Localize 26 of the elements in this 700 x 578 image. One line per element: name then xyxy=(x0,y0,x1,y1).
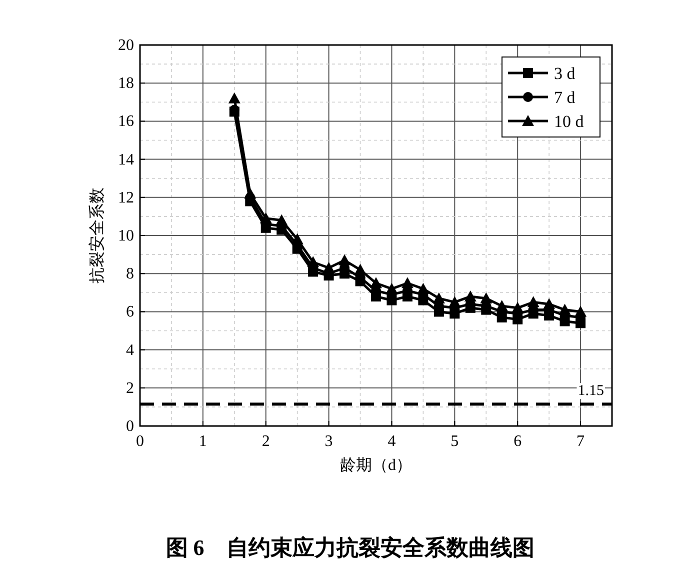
y-tick-label: 18 xyxy=(118,75,134,92)
x-axis-title: 龄期（d） xyxy=(340,456,412,474)
y-tick-label: 0 xyxy=(126,418,134,435)
ref-line-label: 1.15 xyxy=(578,383,604,400)
y-tick-label: 16 xyxy=(118,113,134,130)
legend-label: 3 d xyxy=(554,64,576,83)
y-tick-label: 8 xyxy=(126,266,134,283)
y-tick-label: 4 xyxy=(126,342,134,359)
y-tick-label: 12 xyxy=(118,189,134,206)
x-tick-label: 5 xyxy=(450,433,459,450)
y-tick-label: 2 xyxy=(126,380,134,397)
x-tick-label: 1 xyxy=(198,433,207,450)
x-tick-label: 6 xyxy=(514,433,522,450)
legend-label: 10 d xyxy=(554,112,584,131)
x-tick-label: 7 xyxy=(576,433,585,450)
text: 图 6 自约束应力抗裂安全系数曲线图 xyxy=(166,535,534,560)
x-tick-label: 4 xyxy=(388,433,396,450)
x-tick-label: 3 xyxy=(324,433,333,450)
x-tick-label: 2 xyxy=(262,433,270,450)
y-tick-label: 14 xyxy=(118,151,134,168)
legend-label: 7 d xyxy=(554,88,576,107)
y-tick-label: 20 xyxy=(118,37,134,54)
y-tick-label: 10 xyxy=(118,228,134,244)
y-tick-label: 6 xyxy=(126,304,134,321)
ref-line: 1.15 xyxy=(140,383,612,406)
y-axis-title: 抗裂安全系数 xyxy=(88,188,106,284)
